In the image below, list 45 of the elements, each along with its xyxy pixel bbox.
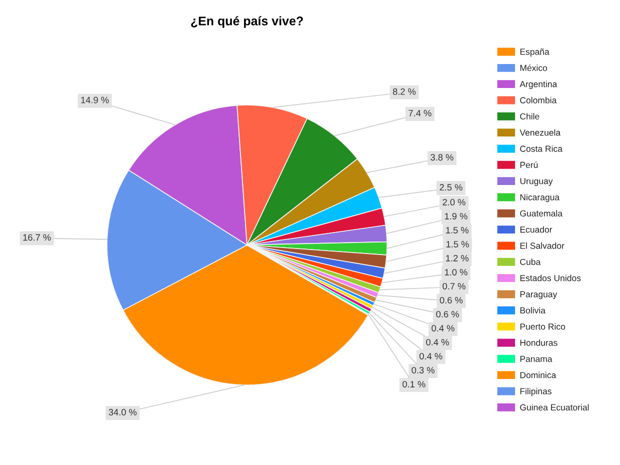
legend-label: Filipinas [520,388,552,396]
legend-label: Guinea Ecuatorial [520,404,589,410]
data-label: 3.8 % [430,154,454,161]
data-label: 0.3 % [412,366,434,374]
data-label: 2.0 % [442,198,466,206]
data-label: 7.4 % [408,110,432,116]
data-label: 8.2 % [392,88,416,95]
legend-label: Dominica [520,372,556,378]
legend-label: Perú [520,161,538,168]
data-label: 0.4 % [432,324,454,332]
legend-label: Bolivia [520,307,546,314]
legend-label: Honduras [520,339,558,346]
chart-title: ¿En qué país vive? [191,16,303,28]
legend-label: México [520,64,548,72]
legend-label: Estados Unidos [520,274,581,282]
legend-label: Puerto Rico [520,323,566,330]
data-label: 1.2 % [446,254,469,262]
legend-label: Costa Rica [520,145,562,152]
legend-label: Uruguay [520,178,553,186]
legend-label: Ecuador [520,226,552,233]
legend-label: Cuba [520,258,541,266]
data-label: 0.6 % [440,296,463,304]
data-label: 0.6 % [436,310,459,318]
data-label: 16.7 % [23,234,51,241]
data-label: 0.4 % [426,338,449,346]
legend-label: Colombia [520,96,557,104]
legend-label: Venezuela [520,129,561,136]
data-label: 34.0 % [108,408,137,416]
legend-label: Nicaragua [520,194,560,202]
legend-label: España [520,48,550,57]
legend-label: El Salvador [520,242,564,249]
data-label: 1.5 % [446,241,469,248]
data-label: 0.7 % [442,282,466,290]
data-label: 2.5 % [440,184,462,191]
legend-label: Panama [520,356,552,362]
legend-label: Paraguay [520,291,558,300]
legend-label: Chile [520,113,540,120]
data-label: 14.9 % [81,96,109,104]
data-label: 1.9 % [444,212,468,220]
data-label: 0.1 % [402,380,426,388]
data-label: 1.0 % [444,268,468,276]
legend-label: Guatemala [520,210,562,217]
legend-label: Argentina [520,80,558,89]
data-label: 1.5 % [446,227,469,234]
data-label: 0.4 % [420,352,442,360]
